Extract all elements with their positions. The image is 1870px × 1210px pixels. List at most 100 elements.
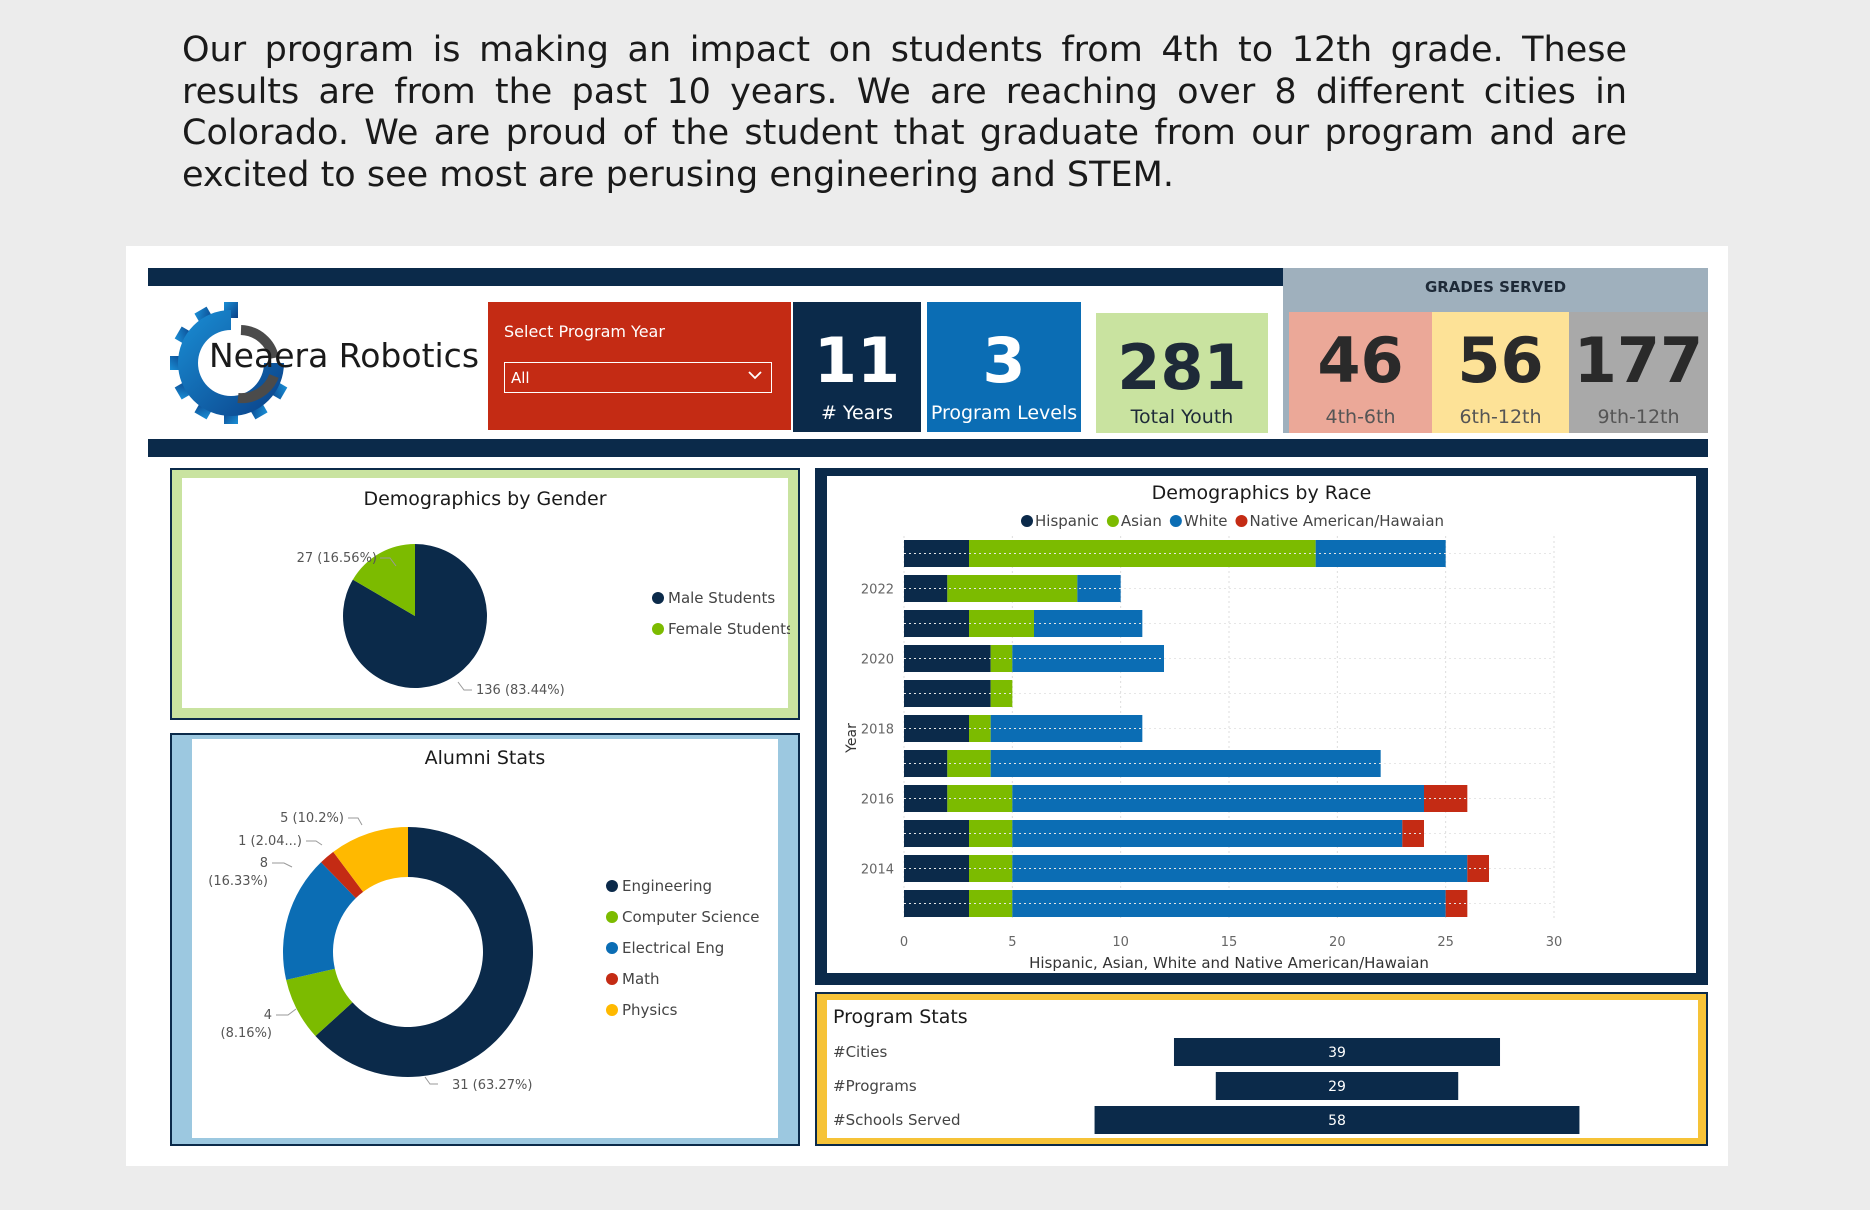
donut-slice-1[interactable] — [286, 968, 353, 1037]
chevron-down-icon[interactable] — [747, 367, 763, 383]
legend-label-physics[interactable]: Physics — [622, 1001, 678, 1019]
stats-category-1: #Programs — [833, 1077, 917, 1095]
leader-male — [457, 681, 472, 691]
race-panel: Demographics by Race Hispanic Asian White N… — [815, 468, 1708, 985]
label-male-students: 136 (83.44%) — [476, 683, 565, 698]
program-stats-bar-chart: #Cities 39 #Programs 29 #Schools Served 58 — [833, 1038, 1580, 1134]
xtick-10: 10 — [1112, 935, 1129, 950]
kpi-program-levels: 3 Program Levels — [927, 302, 1081, 432]
legend-label-engineering[interactable]: Engineering — [622, 877, 712, 895]
alumni-donut-chart: 31 (63.27%) 4 (8.16%) 8 (16.33%) 1 (2.04...) 5… — [208, 811, 759, 1093]
slice-female-students[interactable] — [352, 544, 415, 616]
alumni-chart-title: Alumni Stats — [424, 747, 546, 769]
bar-2022-1[interactable] — [947, 575, 1078, 602]
stats-bar-1[interactable] — [1215, 1072, 1459, 1100]
label-electrical-eng: 8 (16.33%) — [208, 856, 268, 889]
kpi-program-levels-value: 3 — [982, 324, 1026, 397]
legend-label-electrical-eng[interactable]: Electrical Eng — [622, 939, 724, 957]
bar-2014-3[interactable] — [1467, 855, 1489, 882]
kpi-program-levels-label: Program Levels — [930, 402, 1078, 424]
leader-engineering — [424, 1076, 438, 1085]
bar-2015-2[interactable] — [1012, 820, 1403, 847]
donut-slice-3[interactable] — [321, 851, 364, 899]
kpi-total-youth-value: 281 — [1117, 331, 1247, 404]
kpi-total-youth: 281 Total Youth — [1096, 313, 1268, 433]
legend-label-0[interactable]: Male Students — [668, 589, 775, 607]
grade-4th-6th: 46 4th-6th — [1289, 312, 1432, 433]
leader-math — [306, 840, 323, 846]
grade-6th-12th-value: 56 — [1457, 324, 1544, 397]
race-chart-title: Demographics by Race — [1151, 482, 1372, 504]
legend-label-1[interactable]: Female Students — [668, 620, 790, 638]
ytick-2018: 2018 — [861, 723, 894, 738]
label-female-students: 27 (16.56%) — [297, 551, 377, 566]
xtick-15: 15 — [1221, 935, 1238, 950]
label-physics: 5 (10.2%) — [280, 811, 344, 826]
label-computer-science: 4 (8.16%) — [221, 1008, 272, 1041]
bar-2020-2[interactable] — [1012, 645, 1164, 672]
xtick-5: 5 — [1008, 935, 1016, 950]
race-legend-label-2[interactable]: White — [1184, 512, 1228, 530]
legend-marker-computer-science — [606, 911, 618, 923]
donut-slice-4[interactable] — [333, 827, 408, 892]
xtick-0: 0 — [900, 935, 908, 950]
slice-male-students[interactable] — [343, 544, 487, 688]
year-selector[interactable]: Select Program Year All — [488, 302, 791, 430]
alumni-panel: Alumni Stats 31 (63.27%) 4 (8.16%) 8 (16.33%… — [170, 733, 800, 1146]
bar-2019-1[interactable] — [990, 680, 1013, 707]
label-engineering: 31 (63.27%) — [452, 1078, 532, 1093]
gear-icon — [170, 302, 288, 424]
bottom-navy-bar — [148, 439, 1708, 457]
kpi-total-youth-label: Total Youth — [1130, 406, 1234, 428]
legend-marker-0 — [652, 592, 664, 604]
donut-slice-2[interactable] — [283, 862, 356, 980]
bar-2020-0[interactable] — [904, 645, 991, 672]
dashboard: Neaera Robotics Select Program Year All … — [126, 246, 1728, 1166]
race-legend-label-3[interactable]: Native American/Hawaian — [1249, 512, 1444, 530]
legend-marker-math — [606, 973, 618, 985]
label-math: 1 (2.04...) — [238, 834, 302, 849]
bar-2020-1[interactable] — [990, 645, 1013, 672]
race-stacked-bar-chart: Hispanic Asian White Native American/Hawaia… — [844, 512, 1562, 972]
grade-4th-6th-label: 4th-6th — [1325, 406, 1396, 428]
stats-bar-0[interactable] — [1173, 1038, 1501, 1066]
ytick-2014: 2014 — [861, 863, 894, 878]
year-selector-label: Select Program Year — [504, 322, 665, 341]
race-legend-label-0[interactable]: Hispanic — [1035, 512, 1099, 530]
grade-6th-12th-label: 6th-12th — [1459, 406, 1542, 428]
program-stats-panel: Program Stats #Cities 39 #Programs 29 #Schoo… — [815, 992, 1708, 1146]
donut-slice-0[interactable] — [315, 827, 533, 1077]
legend-marker-physics — [606, 1004, 618, 1016]
ytick-2020: 2020 — [861, 653, 894, 668]
kpi-years: 11 # Years — [793, 302, 921, 432]
grade-9th-12th-label: 9th-12th — [1597, 406, 1680, 428]
stats-category-2: #Schools Served — [833, 1111, 961, 1129]
kpi-years-label: # Years — [820, 402, 894, 424]
grade-6th-12th: 56 6th-12th — [1432, 312, 1569, 433]
legend-label-computer-science[interactable]: Computer Science — [622, 908, 759, 926]
race-legend-label-1[interactable]: Asian — [1121, 512, 1162, 530]
race-legend-marker-1 — [1106, 515, 1119, 527]
leader-computer-science — [276, 1008, 297, 1016]
bar-2019-0[interactable] — [904, 680, 991, 707]
leader-physics — [348, 817, 363, 826]
logo: Neaera Robotics — [166, 298, 486, 428]
legend-label-math[interactable]: Math — [622, 970, 660, 988]
legend-marker-1 — [652, 623, 664, 635]
kpi-years-value: 11 — [813, 324, 901, 397]
program-stats-title: Program Stats — [833, 1006, 968, 1028]
leader-electrical-eng — [272, 862, 293, 868]
stats-value-0: 39 — [1328, 1045, 1346, 1061]
stats-category-0: #Cities — [833, 1043, 887, 1061]
race-legend-marker-3 — [1235, 515, 1248, 527]
legend-marker-engineering — [606, 880, 618, 892]
bar-2023-1[interactable] — [969, 540, 1316, 567]
bar-2015-3[interactable] — [1402, 820, 1424, 847]
leader-female — [380, 557, 397, 567]
xtick-25: 25 — [1437, 935, 1454, 950]
bar-2013-3[interactable] — [1445, 890, 1468, 917]
year-dropdown[interactable]: All — [504, 362, 772, 393]
grade-9th-12th-value: 177 — [1573, 324, 1704, 397]
grade-9th-12th: 177 9th-12th — [1569, 312, 1708, 433]
stats-bar-2[interactable] — [1094, 1106, 1580, 1134]
